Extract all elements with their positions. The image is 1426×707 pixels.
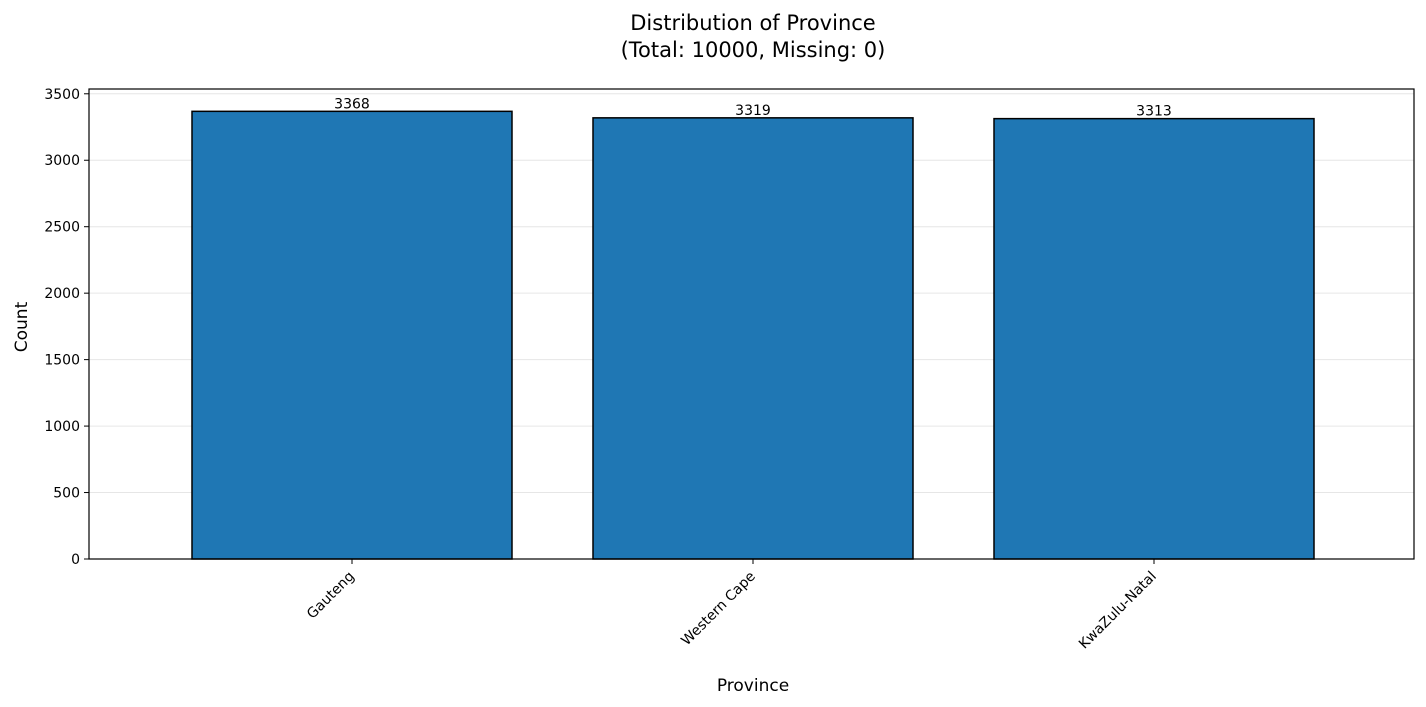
y-tick-label: 3500	[44, 87, 80, 103]
y-tick-label: 500	[53, 486, 80, 502]
y-tick-label: 3000	[44, 153, 80, 169]
y-axis-label: Count	[12, 301, 32, 352]
chart-title-line1: Distribution of Province	[630, 11, 875, 35]
y-tick-label: 2500	[44, 220, 80, 236]
bar-value-label: 3319	[735, 103, 771, 119]
bar	[191, 110, 513, 560]
y-tick-label: 2000	[44, 286, 80, 302]
x-axis-label: Province	[717, 676, 789, 696]
plot-frame	[88, 88, 1415, 560]
bars: 3368 3319 3313	[191, 96, 1315, 560]
bar-value-label: 3313	[1136, 104, 1172, 120]
bar-value-label: 3368	[334, 96, 370, 112]
bar	[592, 117, 914, 560]
chart-title-line2: (Total: 10000, Missing: 0)	[621, 38, 886, 62]
y-tick-label: 1500	[44, 353, 80, 369]
bar	[993, 117, 1315, 560]
y-tick-label: 0	[71, 552, 80, 568]
y-tick-label: 1000	[44, 419, 80, 435]
